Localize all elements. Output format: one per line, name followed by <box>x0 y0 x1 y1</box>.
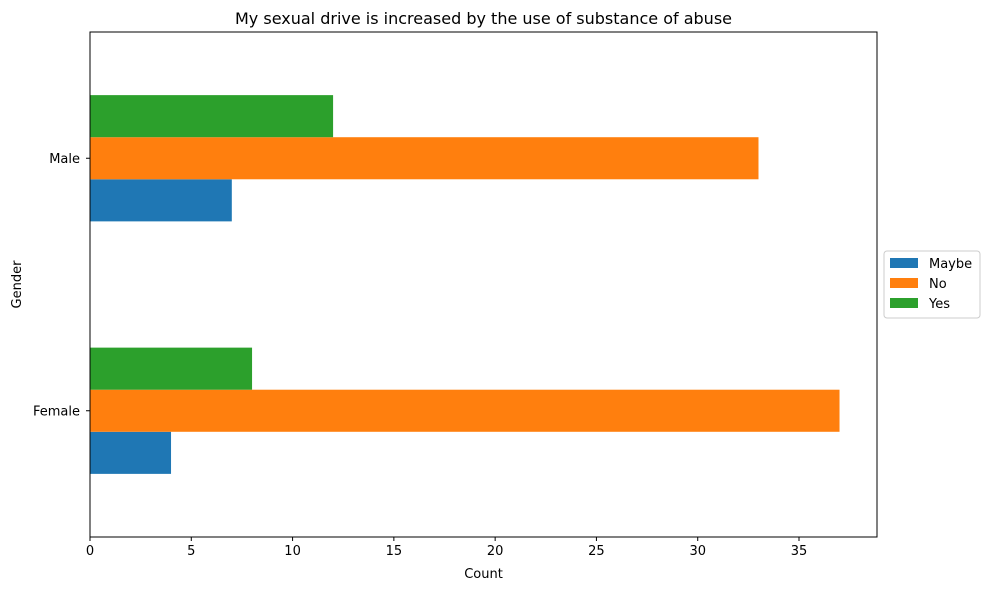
x-axis-ticks: 0 5 10 15 20 25 30 35 <box>86 537 807 559</box>
bars-group <box>90 95 840 474</box>
bar-yes-male <box>90 95 334 138</box>
x-tick-label: 25 <box>588 544 605 559</box>
legend: Maybe No Yes <box>883 250 981 319</box>
bar-yes-female <box>90 347 253 390</box>
bar-no-male <box>90 137 759 180</box>
x-tick-label: 20 <box>487 544 504 559</box>
x-tick-label: 5 <box>187 544 195 559</box>
y-axis-ticks: Female Male <box>33 152 90 419</box>
y-axis-label: Gender <box>10 260 25 309</box>
legend-label-no: No <box>929 277 947 292</box>
legend-swatch-yes <box>890 298 918 308</box>
legend-swatch-maybe <box>890 258 918 268</box>
x-axis-label: Count <box>464 567 503 582</box>
x-tick-label: 35 <box>791 544 808 559</box>
legend-label-yes: Yes <box>928 297 950 312</box>
x-tick-label: 15 <box>386 544 403 559</box>
chart-title: My sexual drive is increased by the use … <box>235 9 732 28</box>
plot-frame <box>89 31 878 538</box>
y-tick-label: Female <box>33 404 80 419</box>
bar-no-female <box>90 389 840 432</box>
legend-swatch-no <box>890 278 918 288</box>
y-tick-label: Male <box>49 152 80 167</box>
bar-maybe-male <box>90 179 232 222</box>
legend-label-maybe: Maybe <box>929 257 972 272</box>
bar-maybe-female <box>90 431 172 474</box>
x-tick-label: 0 <box>86 544 94 559</box>
x-tick-label: 10 <box>284 544 301 559</box>
x-tick-label: 30 <box>689 544 706 559</box>
